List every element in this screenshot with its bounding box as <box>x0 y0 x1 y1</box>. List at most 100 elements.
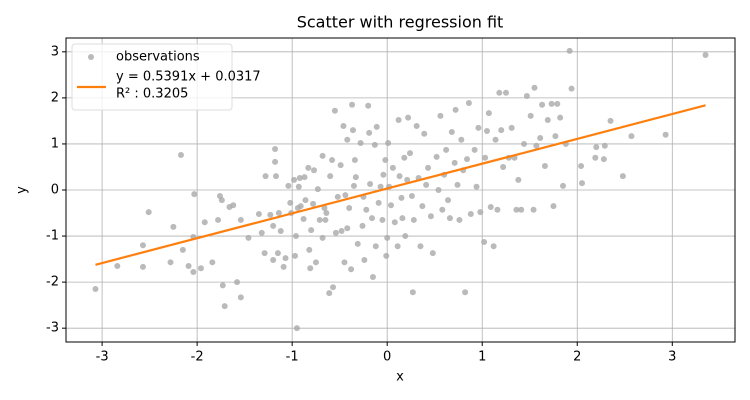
point <box>218 197 225 204</box>
point <box>550 203 557 210</box>
point <box>372 243 379 250</box>
point <box>348 266 355 273</box>
point <box>331 107 338 114</box>
point <box>443 146 450 153</box>
point <box>237 216 244 223</box>
point <box>402 233 409 240</box>
point <box>327 173 334 180</box>
point <box>270 222 277 229</box>
point <box>322 216 329 223</box>
point <box>308 227 315 234</box>
point <box>323 210 330 217</box>
point <box>330 284 337 291</box>
point <box>274 250 281 257</box>
legend-label: y = 0.5391x + 0.0317 <box>116 70 261 85</box>
point <box>344 136 351 143</box>
point <box>518 206 525 213</box>
point <box>365 102 372 109</box>
point <box>464 156 471 163</box>
point <box>114 263 121 269</box>
point <box>350 182 357 189</box>
grid <box>66 38 735 342</box>
point <box>261 250 268 257</box>
y-tick-label: 1 <box>51 136 59 151</box>
point <box>245 234 252 241</box>
point <box>662 131 669 138</box>
point <box>300 216 307 223</box>
point <box>554 100 561 107</box>
point <box>492 136 499 143</box>
point <box>383 252 390 259</box>
point <box>394 243 401 250</box>
regression-line <box>95 104 706 266</box>
point <box>258 229 265 236</box>
point <box>311 167 318 174</box>
point <box>395 116 402 123</box>
point <box>477 209 484 216</box>
y-tick-label: -1 <box>46 229 59 244</box>
point <box>349 101 356 108</box>
point <box>234 279 241 286</box>
point <box>366 129 373 136</box>
point <box>270 257 277 264</box>
point <box>473 183 480 190</box>
point <box>600 156 607 163</box>
point <box>405 114 412 121</box>
point <box>454 181 461 188</box>
point <box>296 175 303 182</box>
point <box>628 133 635 140</box>
point <box>272 146 279 153</box>
point <box>566 47 573 54</box>
y-tick-label: -3 <box>46 321 59 336</box>
chart-title: Scatter with regression fit <box>297 13 504 32</box>
point <box>292 252 299 259</box>
point <box>215 216 222 223</box>
point <box>396 173 403 180</box>
y-tick-label: 2 <box>51 90 59 105</box>
point <box>230 202 237 209</box>
point <box>445 197 452 204</box>
point <box>277 227 284 234</box>
x-tick-label: 2 <box>573 350 581 365</box>
point <box>513 206 520 213</box>
point <box>334 193 341 200</box>
point <box>319 234 326 241</box>
point <box>305 164 312 171</box>
point <box>209 259 216 266</box>
point <box>458 136 465 143</box>
point <box>190 268 197 275</box>
point <box>272 158 279 165</box>
point <box>548 100 555 107</box>
point <box>410 216 417 223</box>
y-tick-label: 0 <box>51 183 59 198</box>
point <box>391 219 398 226</box>
point <box>467 210 474 217</box>
point <box>197 265 204 272</box>
point <box>419 203 426 210</box>
point <box>399 215 406 222</box>
point <box>456 216 463 223</box>
point <box>508 124 515 131</box>
point <box>92 286 99 293</box>
point <box>537 134 544 141</box>
point <box>191 191 198 198</box>
marks <box>92 47 709 332</box>
point <box>496 89 503 96</box>
point <box>401 154 408 161</box>
point <box>255 210 262 217</box>
point <box>579 180 586 187</box>
x-tick-label: -2 <box>191 350 204 365</box>
legend: observations y = 0.5391x + 0.0317 R² : 0.3… <box>71 43 261 111</box>
point <box>267 211 274 218</box>
point <box>539 101 546 108</box>
point <box>531 84 538 91</box>
legend-label: observations <box>116 50 200 65</box>
point <box>482 154 489 161</box>
point <box>201 219 208 226</box>
point <box>498 127 505 134</box>
point <box>301 174 308 181</box>
point <box>371 141 378 148</box>
point <box>435 187 442 193</box>
point <box>349 127 356 134</box>
point <box>552 133 559 140</box>
